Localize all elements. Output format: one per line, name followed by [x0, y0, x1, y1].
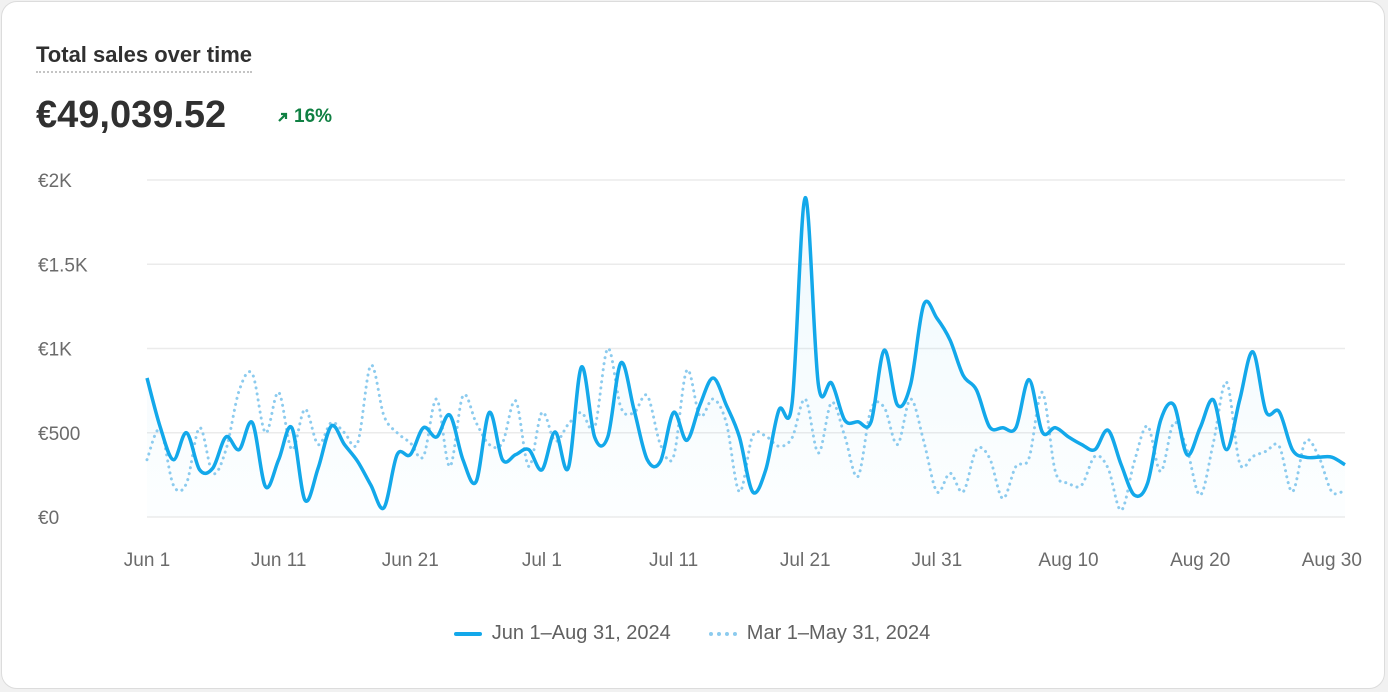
x-tick-label: Aug 20	[1170, 550, 1230, 571]
legend-swatch-solid	[453, 631, 482, 636]
arrow-up-right-icon	[278, 112, 288, 122]
x-tick-label: Jul 31	[912, 550, 963, 571]
y-tick-label: €500	[38, 424, 80, 445]
y-tick-label: €2K	[38, 171, 72, 192]
total-sales-value: €49,039.52	[36, 94, 227, 136]
legend-label-current: Jun 1–Aug 31, 2024	[491, 622, 671, 644]
x-tick-label: Jul 21	[780, 550, 831, 571]
legend-item-current[interactable]: Jun 1–Aug 31, 2024	[453, 622, 671, 645]
x-tick-label: Jun 21	[382, 550, 439, 571]
trend-badge: 16%	[276, 106, 332, 128]
x-tick-label: Jun 11	[251, 550, 307, 571]
current-period-line	[145, 195, 1346, 511]
legend-swatch-dotted	[708, 631, 737, 636]
legend-label-previous: Mar 1–May 31, 2024	[746, 622, 931, 644]
x-tick-label: Jul 11	[649, 550, 698, 571]
x-tick-label: Aug 30	[1302, 550, 1362, 571]
legend-item-previous[interactable]: Mar 1–May 31, 2024	[708, 622, 931, 645]
y-tick-label: €0	[38, 508, 59, 529]
x-tick-label: Jul 1	[522, 550, 562, 571]
x-tick-label: Jun 1	[124, 550, 170, 571]
y-tick-label: €1.5K	[38, 255, 88, 276]
previous-period-line	[145, 346, 1347, 512]
chart-legend: Jun 1–Aug 31, 2024 Mar 1–May 31, 2024	[0, 622, 1384, 645]
y-tick-label: €1K	[38, 340, 72, 361]
x-tick-label: Aug 10	[1038, 550, 1098, 571]
current-series-area	[147, 197, 1345, 517]
card-title[interactable]: Total sales over time	[36, 42, 253, 73]
trend-value: 16%	[294, 106, 333, 127]
